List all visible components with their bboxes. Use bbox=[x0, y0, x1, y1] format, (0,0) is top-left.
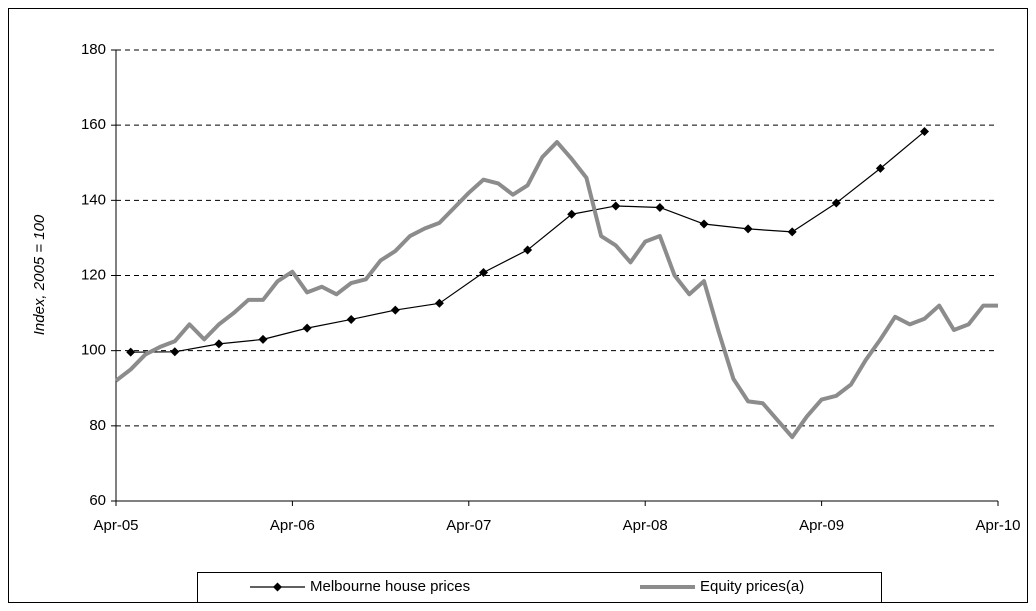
marker bbox=[699, 219, 709, 229]
marker bbox=[390, 305, 400, 315]
y-tick-label: 100 bbox=[81, 342, 106, 359]
marker bbox=[743, 224, 753, 234]
legend-box bbox=[197, 572, 882, 603]
marker bbox=[655, 202, 665, 212]
legend-label: Melbourne house prices bbox=[310, 578, 470, 595]
marker bbox=[258, 334, 268, 344]
y-tick-label: 140 bbox=[81, 191, 106, 208]
y-tick-label: 160 bbox=[81, 116, 106, 133]
legend-swatch-marker bbox=[273, 582, 282, 592]
series-line bbox=[114, 140, 998, 440]
marker bbox=[214, 339, 224, 349]
marker bbox=[611, 201, 621, 211]
marker bbox=[523, 245, 533, 255]
x-tick-label: Apr-06 bbox=[270, 517, 315, 534]
marker bbox=[434, 298, 444, 308]
marker bbox=[787, 227, 797, 237]
marker bbox=[126, 347, 136, 357]
y-tick-label: 80 bbox=[89, 417, 106, 434]
x-tick-label: Apr-07 bbox=[446, 517, 491, 534]
marker bbox=[875, 163, 885, 173]
marker bbox=[567, 209, 577, 219]
marker bbox=[831, 198, 841, 208]
y-tick-label: 60 bbox=[89, 492, 106, 509]
marker bbox=[479, 267, 488, 277]
chart-frame bbox=[8, 8, 1028, 603]
marker bbox=[170, 347, 180, 357]
legend-label: Equity prices(a) bbox=[700, 578, 804, 595]
marker bbox=[346, 314, 356, 324]
x-tick-label: Apr-10 bbox=[975, 517, 1020, 534]
y-tick-label: 180 bbox=[81, 41, 106, 58]
x-tick-label: Apr-08 bbox=[623, 517, 668, 534]
y-axis-title: Index, 2005 = 100 bbox=[31, 214, 48, 335]
y-tick-label: 120 bbox=[81, 266, 106, 283]
x-tick-label: Apr-09 bbox=[799, 517, 844, 534]
x-tick-label: Apr-05 bbox=[93, 517, 138, 534]
marker bbox=[920, 127, 929, 137]
marker bbox=[302, 323, 312, 333]
